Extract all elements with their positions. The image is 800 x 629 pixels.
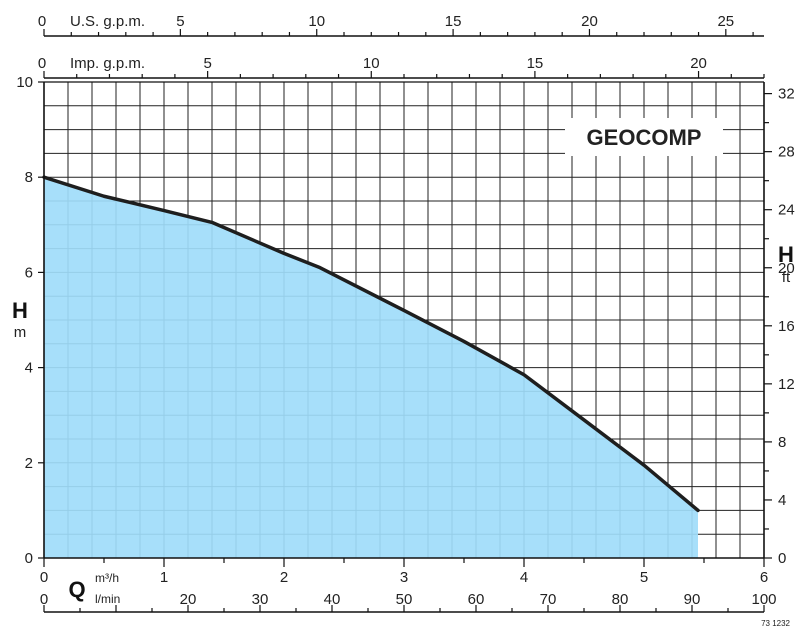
y-tick-label-right: 8 bbox=[778, 434, 786, 451]
y-tick-label-right: 24 bbox=[778, 202, 795, 219]
x-secondary-tick-label: 0 bbox=[40, 591, 48, 608]
top-axis-tick-label: 0 bbox=[38, 13, 46, 30]
y-tick-label-right: 32 bbox=[778, 86, 795, 103]
x-axis-unit-primary: m³/h bbox=[95, 571, 119, 585]
x-axis-symbol: Q bbox=[68, 577, 85, 602]
top-axis-tick-label: 0 bbox=[38, 55, 46, 72]
top-axis-tick-label: 5 bbox=[176, 13, 184, 30]
top-axis-2-label: Imp. g.p.m. bbox=[70, 55, 145, 72]
top-axis-tick-label: 10 bbox=[308, 13, 325, 30]
x-tick-label: 2 bbox=[280, 569, 288, 586]
y-axis-symbol-right: H bbox=[778, 242, 794, 267]
top-axis-tick-label: 15 bbox=[445, 13, 462, 30]
y-tick-label-right: 0 bbox=[778, 550, 786, 567]
x-tick-label: 1 bbox=[160, 569, 168, 586]
y-tick-label-left: 2 bbox=[25, 455, 33, 472]
x-secondary-tick-label: 80 bbox=[612, 591, 629, 608]
x-tick-label: 5 bbox=[640, 569, 648, 586]
x-secondary-tick-label: 100 bbox=[751, 591, 776, 608]
y-tick-label-left: 0 bbox=[25, 550, 33, 567]
x-secondary-tick-label: 90 bbox=[684, 591, 701, 608]
y-axis-unit-right: ft bbox=[782, 269, 791, 286]
axes-layer bbox=[38, 29, 772, 613]
y-tick-label-left: 10 bbox=[16, 74, 33, 91]
y-axis-unit-left: m bbox=[14, 324, 27, 341]
y-tick-label-left: 6 bbox=[25, 264, 33, 281]
y-tick-label-right: 12 bbox=[778, 376, 795, 393]
top-axis-tick-label: 10 bbox=[363, 55, 380, 72]
figure-code: 73 1232 bbox=[761, 619, 790, 628]
performance-curve bbox=[42, 175, 700, 513]
chart-title: GEOCOMP bbox=[587, 125, 702, 150]
x-tick-label: 3 bbox=[400, 569, 408, 586]
x-tick-label: 0 bbox=[40, 569, 48, 586]
performance-area bbox=[44, 177, 698, 558]
x-secondary-tick-label: 60 bbox=[468, 591, 485, 608]
top-axis-tick-label: 5 bbox=[203, 55, 211, 72]
top-axis-tick-label: 15 bbox=[527, 55, 544, 72]
y-tick-label-right: 4 bbox=[778, 492, 786, 509]
top-axis-tick-label: 20 bbox=[581, 13, 598, 30]
top-axis-tick-label: 20 bbox=[690, 55, 707, 72]
x-tick-label: 4 bbox=[520, 569, 528, 586]
x-secondary-tick-label: 70 bbox=[540, 591, 557, 608]
y-axis-symbol-left: H bbox=[12, 298, 28, 323]
x-secondary-tick-label: 40 bbox=[324, 591, 341, 608]
x-secondary-tick-label: 20 bbox=[180, 591, 197, 608]
top-axis-1-label: U.S. g.p.m. bbox=[70, 13, 145, 30]
x-secondary-tick-label: 30 bbox=[252, 591, 269, 608]
y-tick-label-left: 8 bbox=[25, 169, 33, 186]
title-background bbox=[565, 118, 723, 156]
y-tick-label-right: 20 bbox=[778, 260, 795, 277]
y-tick-label-right: 28 bbox=[778, 144, 795, 161]
x-tick-label: 6 bbox=[760, 569, 768, 586]
top-axis-tick-label: 25 bbox=[717, 13, 734, 30]
y-tick-label-right: 16 bbox=[778, 318, 795, 335]
x-axis-unit-secondary: l/min bbox=[95, 592, 120, 606]
y-tick-label-left: 4 bbox=[25, 360, 33, 377]
x-secondary-tick-label: 50 bbox=[396, 591, 413, 608]
